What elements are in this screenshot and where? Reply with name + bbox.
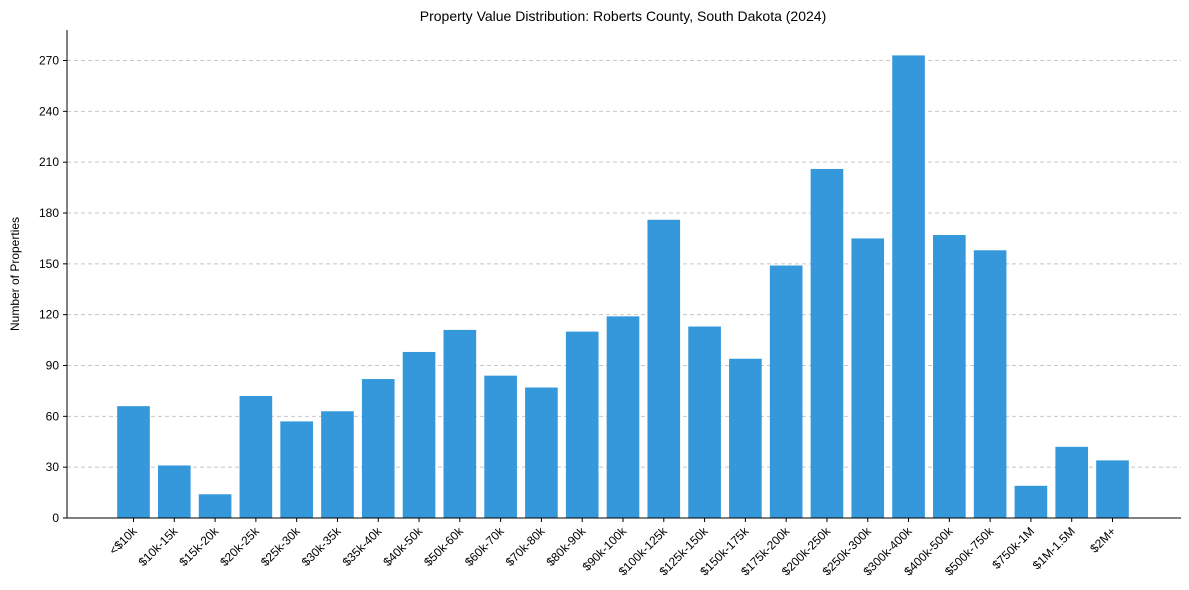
x-tick-label: $50k-60k (421, 524, 467, 570)
y-tick-label: 120 (39, 308, 59, 322)
x-tick-label: $2M+ (1087, 524, 1118, 555)
y-tick-label: 90 (46, 359, 60, 373)
bar (525, 387, 558, 518)
bar (769, 265, 803, 518)
bar (280, 421, 313, 518)
bar (892, 55, 925, 519)
bar (810, 168, 844, 518)
bar (606, 316, 640, 518)
y-tick-label: 150 (39, 257, 59, 271)
y-tick-label: 0 (52, 511, 59, 525)
bar (973, 250, 1007, 518)
bar (484, 375, 517, 518)
bar (933, 235, 966, 518)
x-tick-label: $70k-80k (503, 524, 549, 570)
x-tick-label: $10k-15k (136, 524, 182, 570)
y-tick-label: 270 (39, 54, 59, 68)
bar (851, 238, 885, 518)
x-tick-label: $30k-35k (299, 524, 345, 570)
chart-title: Property Value Distribution: Roberts Cou… (420, 8, 826, 24)
x-tick-label: $60k-70k (462, 524, 508, 570)
bar (361, 379, 395, 518)
bar (1055, 446, 1089, 518)
bar (117, 406, 150, 518)
x-ticks: <$10k$10k-15k$15k-20k$20k-25k$25k-30k$30… (106, 518, 1119, 578)
y-ticks: 0 30 60 90 120 150 180 210 240 270 (39, 54, 67, 525)
bar (239, 396, 273, 518)
y-tick-label: 60 (46, 409, 60, 423)
bar (647, 219, 681, 518)
y-tick-label: 30 (46, 460, 60, 474)
x-tick-label: $1M-1.5M (1030, 524, 1078, 572)
x-tick-label: $25k-30k (258, 524, 304, 570)
x-tick-label: $15k-20k (176, 524, 222, 570)
x-tick-label: $750k-1M (989, 524, 1037, 572)
x-tick-label: $40k-50k (380, 524, 426, 570)
bar (157, 465, 191, 518)
bar (729, 358, 762, 518)
bars (117, 55, 1129, 519)
bar (1014, 485, 1048, 518)
y-axis-label: Number of Properties (8, 217, 22, 331)
bar (1096, 460, 1129, 518)
bar (321, 411, 354, 518)
y-tick-label: 180 (39, 206, 59, 220)
x-tick-label: <$10k (106, 524, 140, 558)
x-tick-label: $35k-40k (340, 524, 386, 570)
bar (565, 331, 599, 518)
bar (443, 329, 477, 518)
y-tick-label: 210 (39, 155, 59, 169)
y-tick-label: 240 (39, 104, 59, 118)
bar (198, 494, 232, 518)
x-tick-label: $20k-25k (217, 524, 263, 570)
bar (688, 326, 721, 518)
bar (402, 351, 436, 518)
